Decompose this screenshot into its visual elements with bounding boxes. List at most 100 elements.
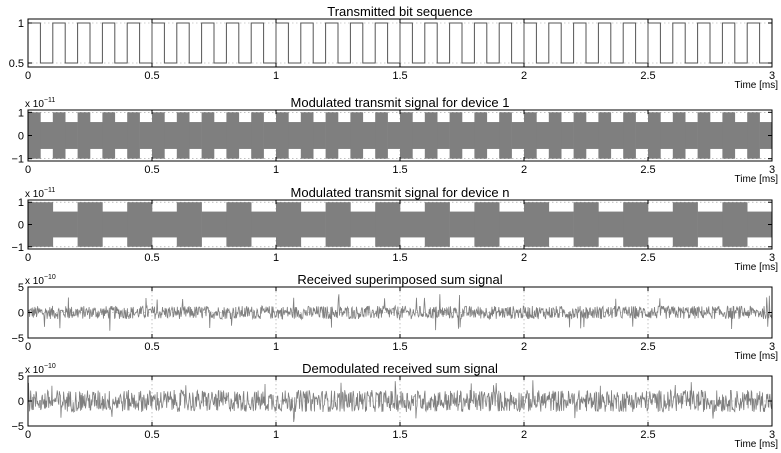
signal-segment xyxy=(263,122,277,149)
series-1 xyxy=(28,22,772,64)
x-tick-label: 1 xyxy=(273,252,279,264)
x-tick-label: 0.5 xyxy=(144,429,159,441)
signal-segment xyxy=(152,112,165,159)
signal-segment xyxy=(685,122,698,149)
x-tick-label: 1.5 xyxy=(392,164,407,176)
x-tick-label: 2 xyxy=(521,429,527,441)
signal-segment xyxy=(114,122,128,149)
signal-segment xyxy=(176,112,190,159)
x-tick-label: 0.5 xyxy=(144,252,159,264)
signal-segment xyxy=(214,122,227,149)
signal-segment xyxy=(90,122,103,149)
x-tick-label: 2.5 xyxy=(640,164,655,176)
signal-segment xyxy=(251,112,264,159)
signal-segment xyxy=(536,122,550,149)
x-tick-label: 3 xyxy=(769,252,775,264)
x-tick-label: 3 xyxy=(769,70,775,82)
y-tick-label: 0 xyxy=(18,396,24,408)
signal-segment xyxy=(201,211,227,238)
signal-segment xyxy=(598,211,624,238)
x-tick-label: 0 xyxy=(25,429,31,441)
signal-segment xyxy=(437,122,450,149)
signal-segment xyxy=(573,202,599,247)
signal-segment xyxy=(338,122,351,149)
series-2 xyxy=(28,112,772,159)
signal-segment xyxy=(28,112,41,159)
y-tick-label: −1 xyxy=(11,154,24,166)
signal-segment xyxy=(102,112,116,159)
signal-segment xyxy=(276,202,302,247)
signal-segment xyxy=(548,211,574,238)
y-tick-label: 1 xyxy=(18,197,24,209)
signal-segment xyxy=(400,112,413,159)
y-tick-label: 1 xyxy=(18,107,24,119)
x-tick-label: 3 xyxy=(769,341,775,353)
signal-segment xyxy=(325,112,339,159)
signal-segment xyxy=(610,122,624,149)
x-tick-label: 1.5 xyxy=(392,429,407,441)
signal-segment xyxy=(65,122,78,149)
y-tick-label: 5 xyxy=(18,282,24,294)
signal-segment xyxy=(424,112,438,159)
x-tick-label: 0 xyxy=(25,341,31,353)
signal-segment xyxy=(586,122,599,149)
x-tick-label: 2.5 xyxy=(640,252,655,264)
x-axis-label: Time [ms] xyxy=(734,262,778,273)
series-5 xyxy=(28,380,772,423)
x-tick-label: 2 xyxy=(521,70,527,82)
signal-segment xyxy=(499,112,512,159)
x-tick-label: 2.5 xyxy=(640,429,655,441)
x-tick-label: 2.5 xyxy=(640,70,655,82)
signal-segment xyxy=(511,122,525,149)
signal-segment xyxy=(722,112,736,159)
signal-segment xyxy=(375,112,388,159)
signal-segment xyxy=(375,202,401,247)
y-tick-label: 1 xyxy=(18,18,24,30)
signal-segment xyxy=(201,112,215,159)
signal-segment xyxy=(28,202,54,247)
y-tick-label: −1 xyxy=(11,242,24,254)
x-tick-label: 1.5 xyxy=(392,70,407,82)
signal-segment xyxy=(499,211,525,238)
signal-segment xyxy=(474,112,488,159)
y-exponent-label: x 10−11 xyxy=(25,97,55,110)
x-tick-label: 1 xyxy=(273,341,279,353)
x-tick-label: 1 xyxy=(273,429,279,441)
chart-title: Transmitted bit sequence xyxy=(327,4,472,19)
y-tick-label: 0 xyxy=(18,220,24,232)
x-tick-label: 2 xyxy=(521,341,527,353)
signal-segment xyxy=(524,112,537,159)
signal-segment xyxy=(697,211,723,238)
x-tick-label: 1 xyxy=(273,70,279,82)
signal-segment xyxy=(127,112,140,159)
y-tick-label: 0 xyxy=(18,308,24,320)
x-axis-label: Time [ms] xyxy=(734,439,778,450)
signal-segment xyxy=(350,211,376,238)
signal-segment xyxy=(462,122,475,149)
signal-segment xyxy=(350,112,364,159)
chart-title: Modulated transmit signal for device n xyxy=(291,185,510,200)
signal-segment xyxy=(697,112,711,159)
x-tick-label: 3 xyxy=(769,164,775,176)
x-tick-label: 1.5 xyxy=(392,252,407,264)
signal-segment xyxy=(648,112,661,159)
y-exponent-label: x 10−11 xyxy=(25,187,55,200)
signal-segment xyxy=(313,122,326,149)
signal-segment xyxy=(449,112,463,159)
signal-segment xyxy=(561,122,574,149)
signal-segment xyxy=(362,122,376,149)
x-tick-label: 2 xyxy=(521,164,527,176)
signal-segment xyxy=(449,211,475,238)
x-tick-label: 0 xyxy=(25,70,31,82)
signal-segment xyxy=(276,112,289,159)
y-tick-label: 0 xyxy=(18,131,24,143)
signal-segment xyxy=(672,202,698,247)
signal-segment xyxy=(226,202,252,247)
signal-segment xyxy=(747,112,760,159)
signal-segment xyxy=(400,211,426,238)
